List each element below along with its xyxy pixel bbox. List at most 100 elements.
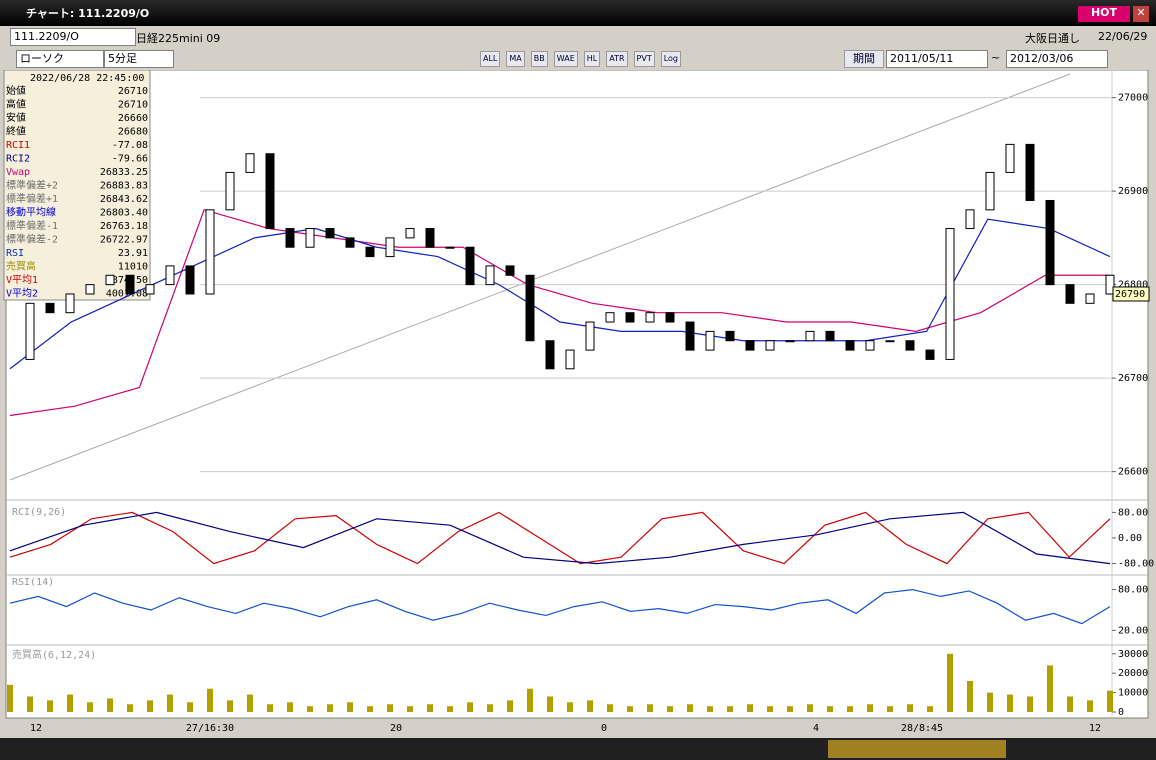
volume-bar xyxy=(1007,694,1013,712)
volume-bar xyxy=(887,706,893,712)
x-tick-label: 28/8:45 xyxy=(901,723,943,734)
title-bar: チャート: 111.2209/O HOT ✕ xyxy=(0,0,1156,26)
date: 22/06/29 xyxy=(1098,30,1148,43)
candle xyxy=(365,246,375,258)
info-label: 終値 xyxy=(6,125,26,138)
volume-bar xyxy=(947,653,953,712)
candle xyxy=(625,312,635,323)
symbol-box[interactable]: 111.2209/O xyxy=(10,28,136,46)
volume-bar xyxy=(347,702,353,712)
candle xyxy=(645,312,655,323)
volume-bar xyxy=(1027,696,1033,712)
volume-bar xyxy=(7,684,13,712)
candle xyxy=(405,228,415,239)
volume-bar xyxy=(127,704,133,712)
info-label: RCI1 xyxy=(6,140,30,151)
toolbar-icon[interactable]: WAE xyxy=(553,51,578,67)
y-tick-label: 26800 xyxy=(1118,280,1148,291)
volume-bar xyxy=(107,698,113,712)
candle xyxy=(305,228,315,248)
candle xyxy=(505,265,515,276)
y-tick-label: 30000 xyxy=(1118,649,1148,660)
last-price: 26790 xyxy=(1115,289,1145,300)
period-button[interactable]: 期間 xyxy=(844,50,884,68)
x-tick-label: 12 xyxy=(30,723,42,734)
volume-bar xyxy=(427,704,433,712)
info-value: 23.91 xyxy=(118,248,148,259)
candle xyxy=(245,153,255,173)
volume-bar xyxy=(487,704,493,712)
x-tick-label: 27/16:30 xyxy=(186,723,234,734)
volume-bar xyxy=(687,704,693,712)
volume-bar xyxy=(627,706,633,712)
volume-bar xyxy=(587,700,593,712)
candle xyxy=(525,274,535,342)
tilde: ~ xyxy=(991,51,1001,64)
toolbar-icon[interactable]: ATR xyxy=(606,51,628,67)
y-tick-label: 0 xyxy=(1118,707,1124,718)
volume-bar xyxy=(1067,696,1073,712)
volume-bar xyxy=(1087,700,1093,712)
volume-bar xyxy=(1047,665,1053,712)
volume-bar xyxy=(267,704,273,712)
close-button[interactable]: ✕ xyxy=(1133,6,1149,22)
info-label: RCI2 xyxy=(6,154,30,165)
panel-label: RSI(14) xyxy=(12,577,54,588)
candle xyxy=(785,340,795,343)
info-value: 26803.40 xyxy=(100,208,148,219)
candle xyxy=(125,274,135,295)
toolbar-icon[interactable]: PVT xyxy=(633,51,655,67)
info-value: 26660 xyxy=(118,113,148,124)
x-tick-label: 12 xyxy=(1089,723,1101,734)
volume-bar xyxy=(187,702,193,712)
candle xyxy=(745,340,755,351)
toolbar-icon[interactable]: MA xyxy=(506,51,525,67)
plot-area xyxy=(5,70,1149,719)
candle xyxy=(425,228,435,248)
volume-bar xyxy=(467,702,473,712)
info-value: -79.66 xyxy=(112,154,148,165)
info-label: 標準偏差-2 xyxy=(6,233,58,246)
candle xyxy=(845,340,855,351)
interval-select[interactable]: 5分足 xyxy=(104,50,174,68)
toolbar-icon[interactable]: ALL xyxy=(480,51,501,67)
candle xyxy=(1045,199,1055,286)
from-date[interactable]: 2011/05/11 xyxy=(886,50,988,68)
candle xyxy=(445,246,455,249)
volume-bar xyxy=(907,704,913,712)
volume-bar xyxy=(987,692,993,712)
toolbar-icon[interactable]: HL xyxy=(583,51,601,67)
volume-bar xyxy=(27,696,33,712)
candle xyxy=(265,153,275,230)
toolbar-icon[interactable]: BB xyxy=(530,51,548,67)
rci-line xyxy=(9,511,1111,565)
info-label: 始値 xyxy=(6,84,26,97)
candle xyxy=(985,171,995,211)
volume-bar xyxy=(507,700,513,712)
panel-label: RCI(9,26) xyxy=(12,507,66,518)
x-tick-label: 0 xyxy=(601,723,607,734)
candle xyxy=(385,237,395,258)
y-tick-label: 80.00 xyxy=(1118,585,1148,596)
to-date[interactable]: 2012/03/06 xyxy=(1006,50,1108,68)
chart: 2022/06/28 22:45:00 始値 26710 高値 26710 安値 2666… xyxy=(0,70,1156,760)
toolbar-icon[interactable]: Log xyxy=(660,51,682,67)
volume-bar xyxy=(967,680,973,712)
candle xyxy=(485,265,495,286)
candle xyxy=(85,284,95,295)
y-tick-label: 10000 xyxy=(1118,688,1148,699)
scroll-thumb[interactable] xyxy=(828,740,1006,758)
candle xyxy=(25,302,35,360)
panel-label: 売買高(6,12,24) xyxy=(12,648,96,661)
volume-bar xyxy=(307,706,313,712)
volume-bar xyxy=(247,694,253,712)
chart-type-select[interactable]: ローソク xyxy=(16,50,104,68)
candle xyxy=(825,330,835,342)
candle xyxy=(605,312,615,323)
candle xyxy=(905,340,915,351)
session: 大阪日通し xyxy=(1025,32,1080,45)
hot-button[interactable]: HOT xyxy=(1078,6,1130,22)
x-tick-label: 20 xyxy=(390,723,402,734)
info-value: 26833.25 xyxy=(100,167,148,178)
candle xyxy=(705,330,715,351)
